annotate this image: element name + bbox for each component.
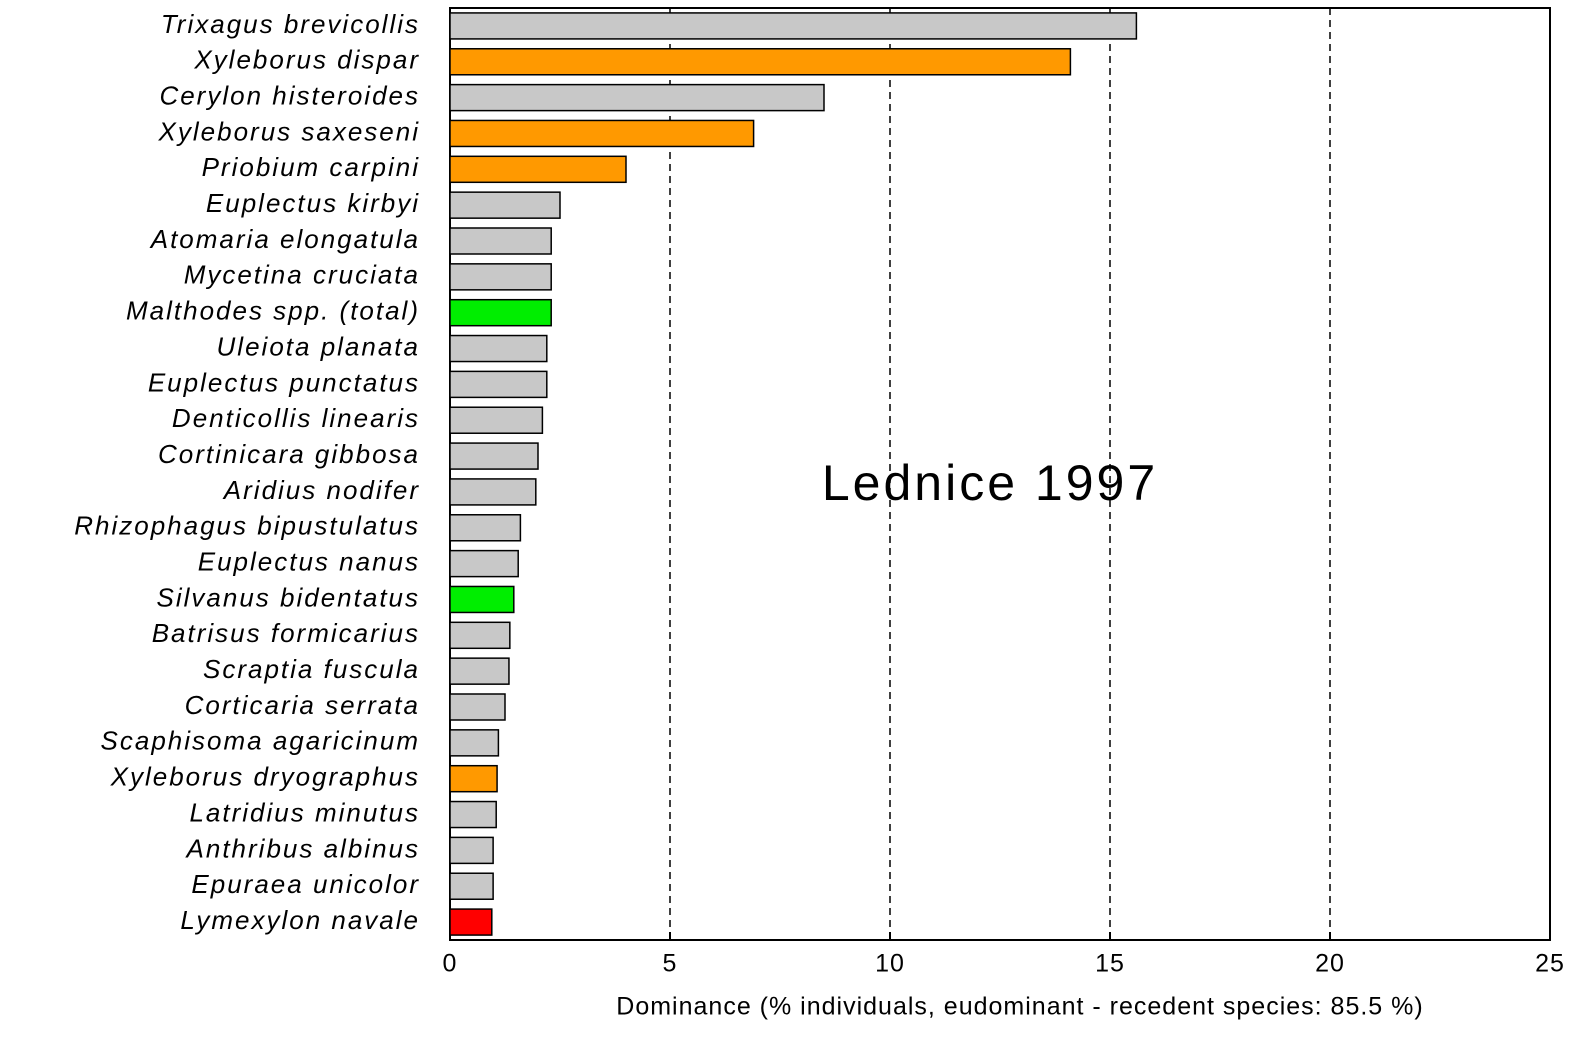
bar xyxy=(449,370,548,399)
annotation: Lednice 1997 xyxy=(822,455,1158,511)
bar xyxy=(449,872,494,900)
y-tick-label: Euplectus punctatus xyxy=(148,367,420,397)
bar xyxy=(449,263,552,291)
y-tick-label: Batrisus formicarius xyxy=(152,618,420,648)
x-tick-label: 5 xyxy=(663,950,678,978)
bar xyxy=(449,621,511,650)
bar xyxy=(449,119,755,148)
y-tick-label: Silvanus bidentatus xyxy=(157,582,420,612)
x-tick-label: 25 xyxy=(1535,950,1565,978)
bar xyxy=(449,191,561,219)
bar xyxy=(449,227,552,255)
y-tick-label: Corticaria serrata xyxy=(185,690,420,720)
y-tick-label: Trixagus brevicollis xyxy=(161,9,420,39)
bar xyxy=(449,298,552,327)
bar xyxy=(449,836,494,865)
bar xyxy=(449,406,544,434)
bar xyxy=(449,478,537,506)
bar xyxy=(449,800,497,829)
y-tick-label: Uleiota planata xyxy=(217,331,420,361)
bar xyxy=(449,657,510,685)
y-tick-label: Malthodes spp. (total) xyxy=(126,296,420,326)
bar xyxy=(449,514,522,542)
bar xyxy=(449,585,515,614)
x-axis-label: Dominance (% individuals, eudominant - r… xyxy=(616,993,1423,1021)
y-tick-label: Denticollis linearis xyxy=(172,403,420,433)
plot-frame xyxy=(449,7,1551,941)
y-tick-label: Mycetina cruciata xyxy=(184,260,420,290)
bar xyxy=(449,334,548,363)
bar xyxy=(449,729,500,757)
y-tick-label: Cerylon histeroides xyxy=(159,80,420,110)
bar xyxy=(449,764,498,793)
y-tick-label: Xyleborus dryographus xyxy=(110,762,420,792)
y-tick-label: Lymexylon navale xyxy=(180,905,420,935)
bar xyxy=(449,693,506,721)
y-tick-label: Priobium carpini xyxy=(202,152,420,182)
x-tick-label: 10 xyxy=(875,950,905,978)
y-tick-label: Epuraea unicolor xyxy=(191,869,420,899)
x-tick-label: 20 xyxy=(1315,950,1345,978)
y-tick-label: Atomaria elongatula xyxy=(149,224,420,254)
y-tick-label: Euplectus nanus xyxy=(198,546,420,576)
bar xyxy=(449,83,825,112)
y-tick-label: Latridius minutus xyxy=(189,797,420,827)
bar xyxy=(449,549,519,578)
y-tick-label: Aridius nodifer xyxy=(222,475,420,505)
y-tick-label: Scaphisoma agaricinum xyxy=(101,726,420,756)
bar xyxy=(449,908,493,936)
bar xyxy=(449,48,1072,76)
y-tick-label: Xyleborus saxeseni xyxy=(158,116,420,146)
bar xyxy=(449,155,627,184)
y-tick-label: Rhizophagus bipustulatus xyxy=(74,511,420,541)
bar xyxy=(449,442,539,470)
y-tick-label: Xyleborus dispar xyxy=(193,45,420,75)
y-tick-label: Scraptia fuscula xyxy=(203,654,420,684)
x-tick-label: 15 xyxy=(1095,950,1125,978)
y-tick-label: Euplectus kirbyi xyxy=(206,188,420,218)
y-tick-label: Anthribus albinus xyxy=(185,833,420,863)
x-tick-label: 0 xyxy=(443,950,458,978)
bar xyxy=(449,12,1138,40)
y-tick-label: Cortinicara gibbosa xyxy=(158,439,420,469)
